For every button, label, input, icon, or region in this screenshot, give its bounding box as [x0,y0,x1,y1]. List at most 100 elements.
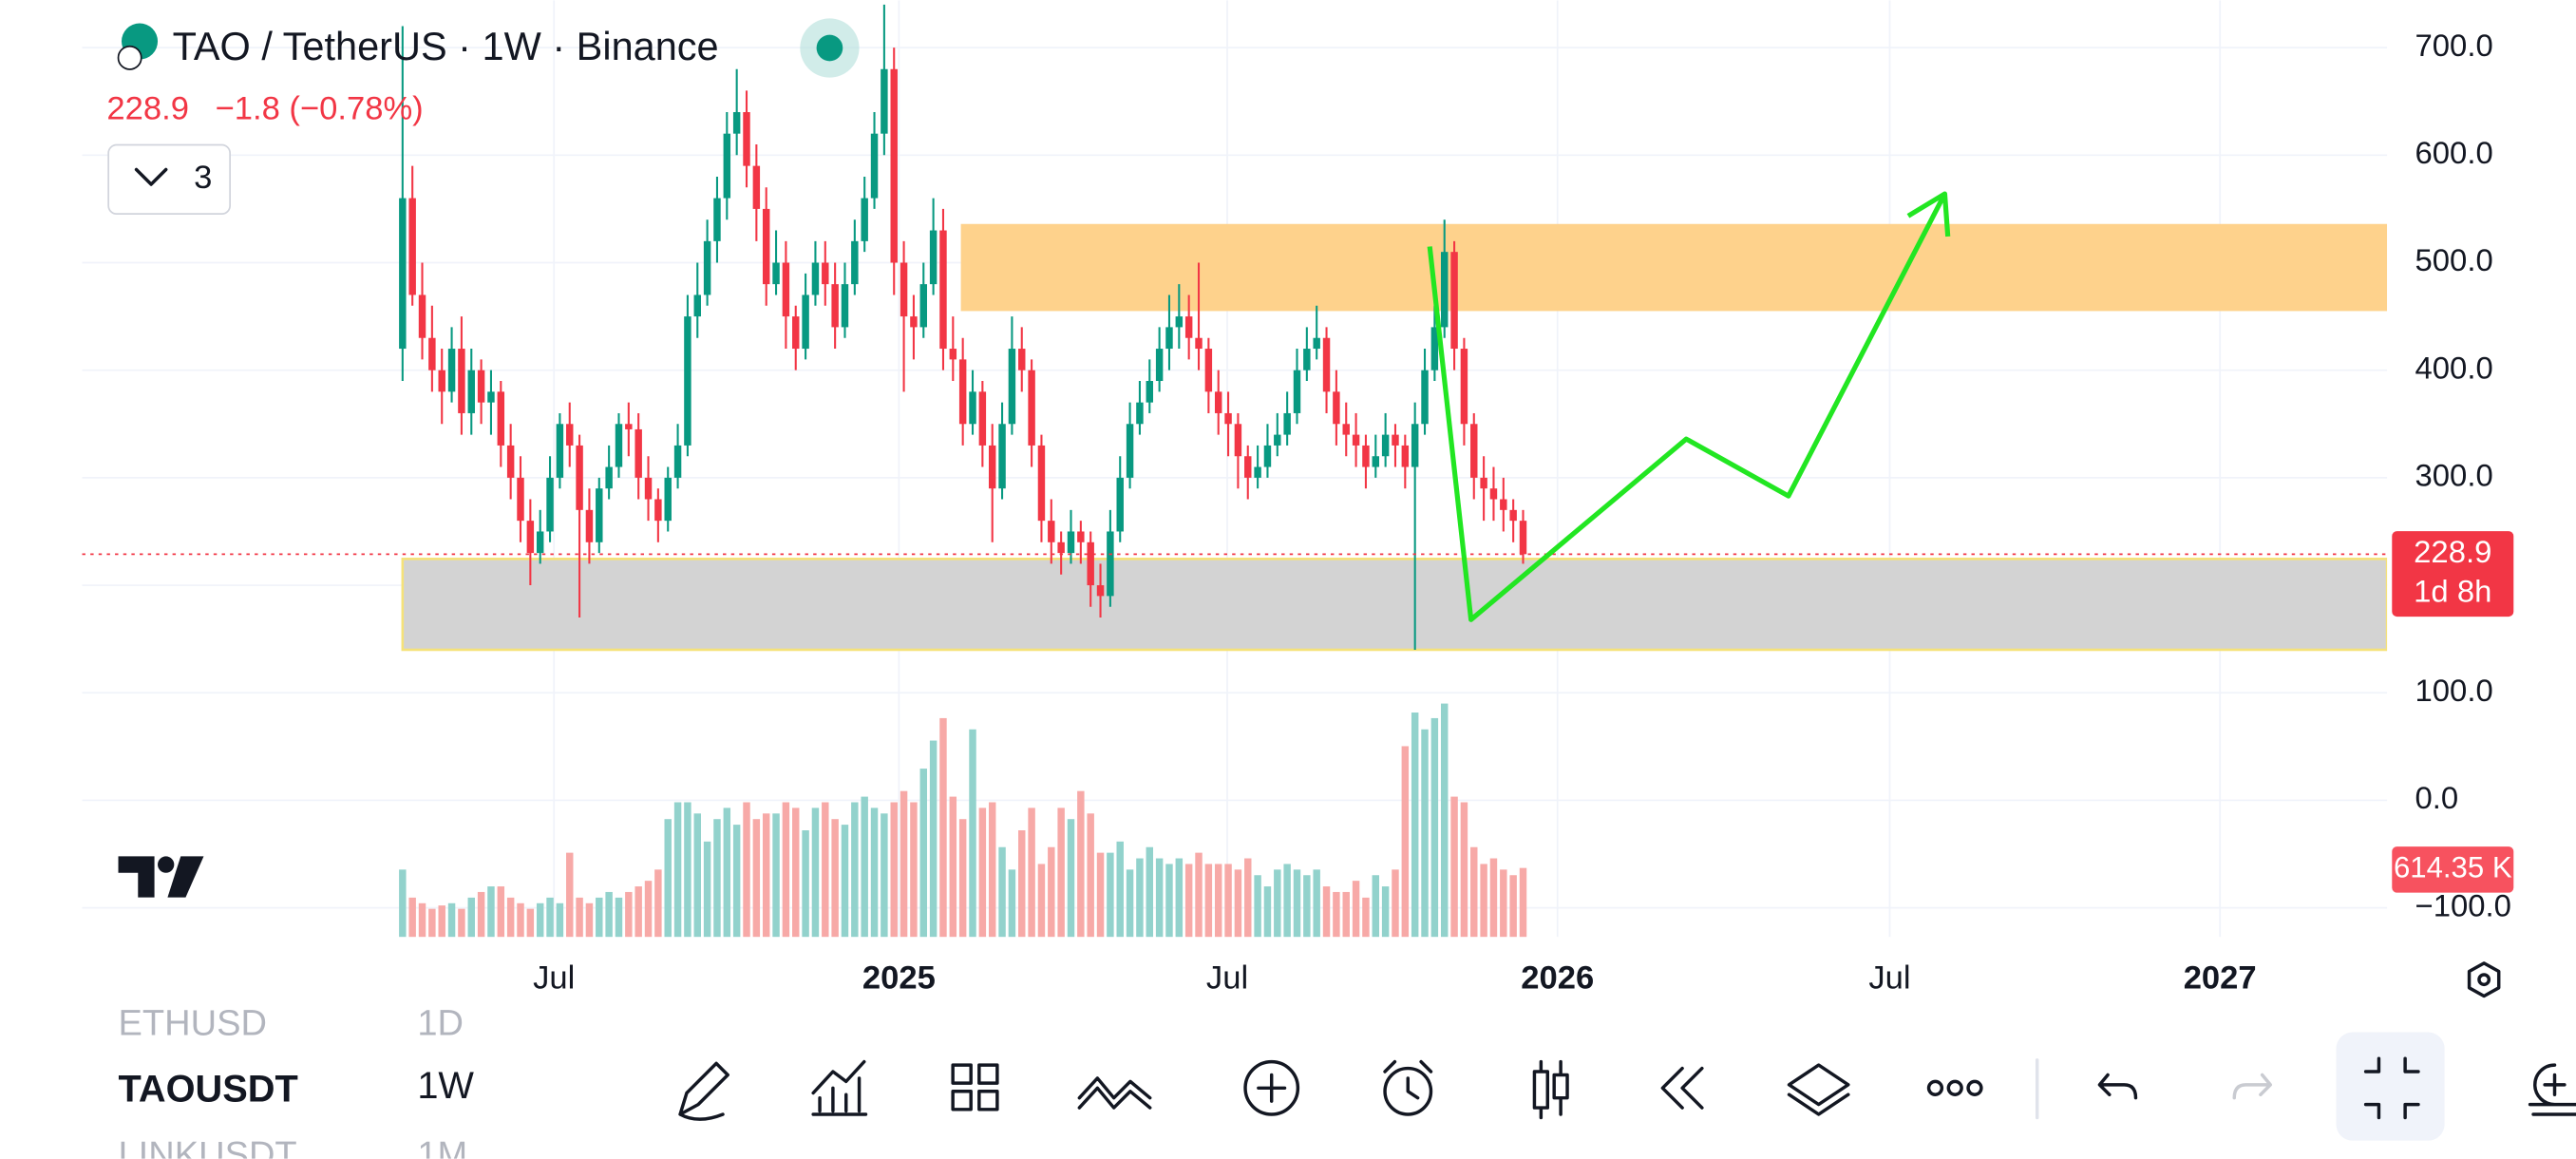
candle-body [1274,434,1281,446]
volume-bar [929,740,938,938]
undo-icon[interactable] [2097,1073,2138,1100]
candle-body [615,424,623,467]
candle-body [635,428,642,478]
candle-body [1313,337,1320,350]
settings-icon-dot [2477,973,2491,987]
volume-bar [408,897,416,938]
volume-bar [1224,864,1232,938]
axes: 700.0600.0500.0400.0300.0200.0100.00.0−1… [533,28,2514,996]
candles-icon[interactable] [1532,1059,1569,1120]
volume-bar [1175,858,1184,938]
candle-body [1352,434,1360,446]
volume-bar [625,891,633,938]
symbol-name[interactable]: LINKUSDT [119,1135,297,1159]
symbol-interval: 1W [417,1065,474,1107]
trend-drawing [1427,192,1947,622]
chart-title[interactable]: TAO / TetherUS · 1W · Binance [173,24,719,68]
candle-body [1450,252,1458,350]
indicators-icon[interactable] [811,1059,868,1116]
candle-body [1430,327,1439,370]
volume-bar [1303,875,1311,938]
volume-bar [772,813,780,938]
volume-bar [517,902,524,938]
volume-bar [1509,875,1517,938]
symbol-interval: 1M [417,1135,467,1159]
add-icon[interactable] [1243,1059,1300,1116]
volume-bar [998,846,1006,938]
volume-bar [1155,858,1164,938]
exit-fullscreen-icon [2363,1056,2420,1120]
volume-bar [1470,846,1478,938]
volume-bar [1450,796,1458,938]
candle-body [1028,370,1035,446]
zoom-icon[interactable] [2528,1063,2576,1116]
candle-body [1392,434,1399,446]
candle-body [1224,412,1232,425]
volume-bar [556,902,564,938]
candle-body [1234,424,1242,457]
candle-body [713,198,721,241]
indicator-toggle[interactable] [107,143,232,216]
candle-body [969,391,976,425]
volume-bar [978,808,987,938]
volume-bar [497,886,505,938]
candle-body [723,133,731,199]
volume-bar [1401,746,1410,938]
candle-body [605,466,613,489]
candle-body [743,112,750,166]
layouts-icon[interactable] [951,1063,999,1112]
candle-body [1214,391,1222,413]
volume-bar [1440,703,1449,938]
symbol-name[interactable]: ETHUSD [119,1004,267,1044]
alert-icon[interactable] [1383,1066,1433,1116]
candle-body [408,198,416,295]
volume-bar [939,717,947,938]
candle-body [958,359,967,425]
candle-body [1322,337,1331,392]
volume-bar [605,891,613,938]
candle-body [1509,509,1517,522]
volume-bar [673,802,682,938]
candle-body [1096,585,1105,597]
volume-bar [536,902,544,938]
more-icon[interactable] [1926,1079,1944,1096]
replay-icon[interactable] [1660,1066,1704,1110]
draw-icon[interactable] [678,1061,729,1121]
candle-body [752,165,761,209]
candle-body [506,445,515,478]
candle-body [1480,477,1487,489]
volume-bar [447,902,456,938]
candle-body [467,370,475,413]
volume-bar [1411,712,1419,938]
volume-bar [723,808,731,938]
candle-body [772,262,780,285]
layers-icon[interactable] [1787,1063,1850,1116]
symbol-name[interactable]: TAOUSDT [119,1068,298,1110]
volume-bar [1313,869,1320,938]
candle-body [664,477,672,522]
volume-bar [870,808,879,938]
volume-bar [762,813,770,938]
volume-bar [988,802,996,938]
x-tick-label: Jul [1868,960,1910,996]
redo-icon[interactable] [2232,1073,2273,1100]
volume-bar [1195,852,1203,938]
candle-body [1087,542,1094,586]
candle-body [929,230,938,285]
fullscreen-button[interactable] [2336,1032,2445,1141]
volume-bar [635,886,642,938]
volume-bar [958,819,967,938]
settings-icon[interactable] [2467,961,2501,998]
volume-bar [546,897,554,938]
volume-bar [477,891,485,938]
compare-icon[interactable] [1077,1076,1152,1110]
zone [401,558,2388,652]
volume-bar [703,841,711,938]
volume-tag-value: 614.35 K [2394,851,2512,884]
candle-body [1254,466,1261,478]
candle-body [684,316,691,446]
volume-bar [1460,802,1468,938]
volume-bar [1500,869,1507,938]
candle-body [1460,349,1468,425]
